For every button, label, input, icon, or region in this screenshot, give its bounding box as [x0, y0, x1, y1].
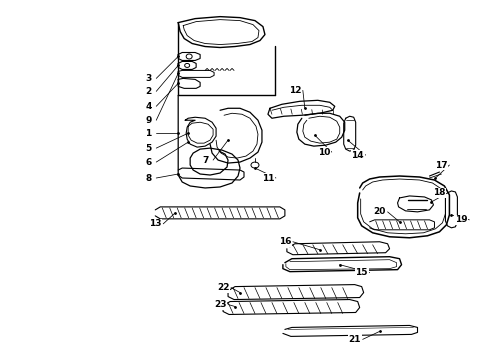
Text: 14: 14 [351, 150, 364, 159]
Text: 1: 1 [145, 129, 151, 138]
Text: 20: 20 [373, 207, 386, 216]
Text: 9: 9 [145, 116, 151, 125]
Text: 3: 3 [145, 74, 151, 83]
Text: 17: 17 [435, 161, 448, 170]
Ellipse shape [185, 63, 190, 67]
Text: 22: 22 [217, 283, 229, 292]
Text: 2: 2 [145, 87, 151, 96]
Text: 7: 7 [202, 156, 208, 165]
Text: 19: 19 [455, 215, 467, 224]
Text: 5: 5 [145, 144, 151, 153]
Text: 6: 6 [145, 158, 151, 167]
Text: 16: 16 [279, 237, 291, 246]
Text: 12: 12 [289, 86, 301, 95]
Text: 23: 23 [214, 300, 226, 309]
Text: 13: 13 [149, 219, 162, 228]
Text: 8: 8 [145, 174, 151, 183]
Text: 4: 4 [145, 102, 151, 111]
Ellipse shape [251, 162, 259, 168]
Ellipse shape [186, 54, 192, 59]
Text: 15: 15 [355, 268, 368, 277]
Text: 21: 21 [348, 335, 361, 344]
Text: 18: 18 [433, 188, 446, 197]
Text: 10: 10 [318, 148, 330, 157]
Text: 11: 11 [262, 174, 274, 183]
